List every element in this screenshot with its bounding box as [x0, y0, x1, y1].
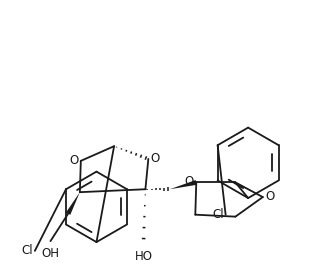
Polygon shape: [170, 180, 197, 189]
Text: Cl: Cl: [212, 208, 224, 221]
Polygon shape: [66, 192, 80, 215]
Text: O: O: [69, 154, 78, 167]
Text: OH: OH: [42, 247, 60, 260]
Text: O: O: [150, 152, 160, 166]
Text: HO: HO: [134, 250, 152, 263]
Text: Cl: Cl: [21, 244, 33, 257]
Text: O: O: [185, 175, 194, 188]
Text: O: O: [265, 190, 274, 203]
